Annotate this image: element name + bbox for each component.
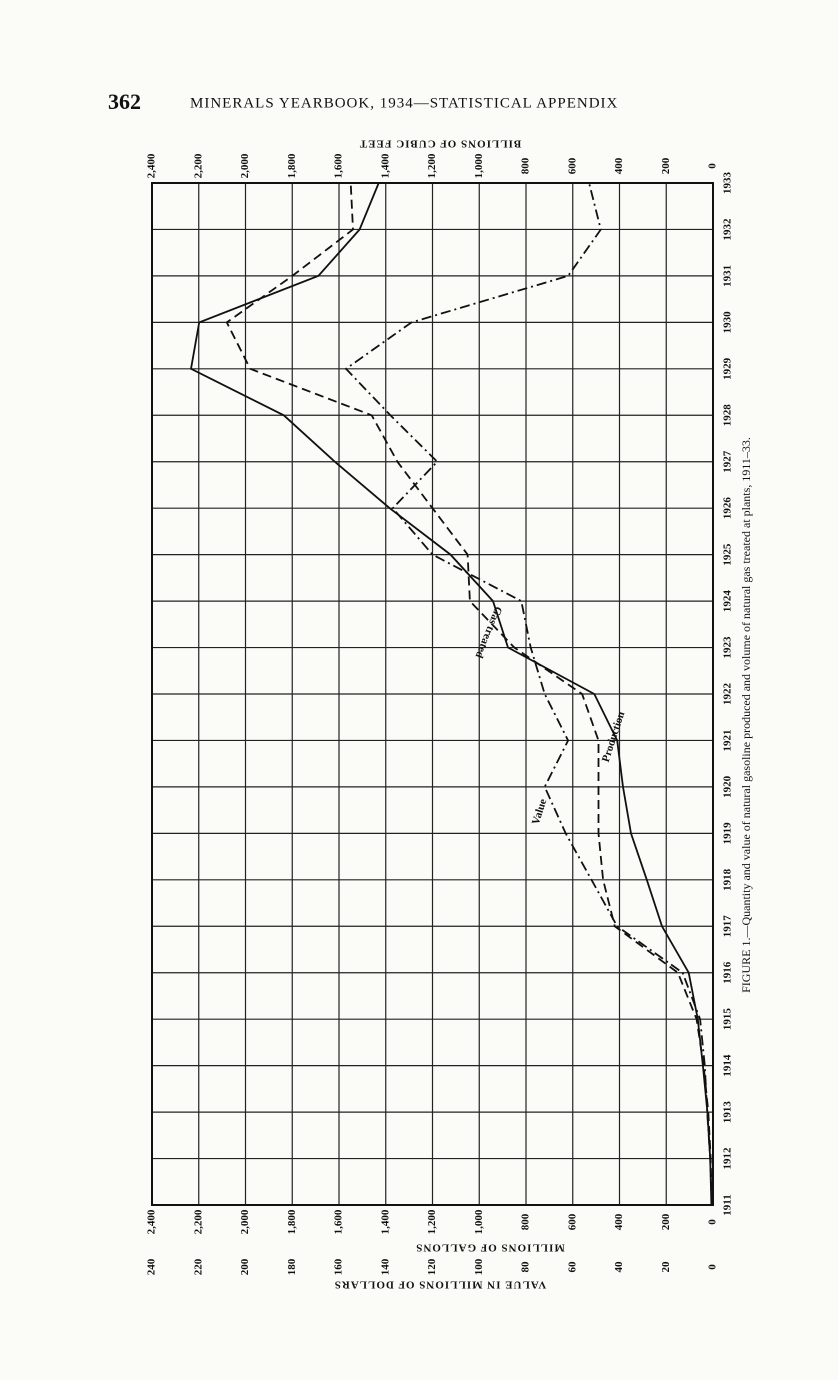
y2-axis-title: VALUE IN MILLIONS OF DOLLARS (334, 1278, 547, 1290)
y-tick-label: 2,400 (146, 1209, 158, 1234)
y-tick-label: 1,000 (473, 1209, 485, 1234)
y2-tick-label: 180 (286, 1258, 298, 1275)
y2-tick-label: 220 (192, 1258, 204, 1275)
series-line (344, 182, 713, 1206)
x-tick-label: 1933 (722, 172, 734, 195)
top-tick-label: 200 (660, 157, 672, 174)
y2-tick-label: 40 (613, 1261, 625, 1273)
x-tick-label: 1918 (722, 868, 734, 891)
top-axis-title: BILLIONS OF CUBIC FEET (359, 137, 522, 149)
x-tick-label: 1917 (722, 915, 734, 938)
top-tick-label: 2,200 (192, 153, 204, 178)
y2-tick-label: 160 (333, 1258, 345, 1275)
top-tick-label: 600 (566, 157, 578, 174)
y-tick-label: 1,400 (379, 1209, 391, 1234)
x-tick-label: 1915 (722, 1008, 734, 1031)
y2-tick-label: 60 (566, 1261, 578, 1273)
top-tick-label: 1,000 (473, 153, 485, 178)
top-tick-label: 0 (707, 163, 719, 169)
top-tick-label: 800 (520, 157, 532, 174)
x-tick-label: 1923 (722, 636, 734, 659)
y-axis-title: MILLIONS OF GALLONS (415, 1241, 564, 1253)
x-tick-label: 1924 (722, 590, 734, 613)
y-tick-label: 0 (707, 1219, 719, 1225)
y-tick-label: 200 (660, 1213, 672, 1230)
y2-tick-label: 80 (520, 1261, 532, 1273)
x-tick-label: 1922 (722, 683, 734, 706)
x-tick-label: 1925 (722, 543, 734, 566)
top-tick-label: 1,800 (286, 153, 298, 178)
series-label: Production (600, 710, 628, 764)
y-tick-label: 2,000 (239, 1209, 251, 1234)
x-tick-label: 1916 (722, 961, 734, 984)
y2-tick-label: 0 (707, 1264, 719, 1270)
y2-tick-label: 240 (146, 1258, 158, 1275)
top-tick-label: 1,200 (426, 153, 438, 178)
top-tick-label: 400 (613, 157, 625, 174)
x-tick-label: 1931 (722, 265, 734, 287)
caption: FIGURE 1.—Quantity and value of natural … (739, 437, 753, 993)
series-line (225, 182, 713, 1206)
top-tick-label: 2,000 (239, 153, 251, 178)
y-tick-label: 1,600 (333, 1209, 345, 1234)
x-tick-label: 1912 (722, 1147, 734, 1170)
x-tick-label: 1913 (722, 1101, 734, 1124)
top-tick-label: 1,600 (333, 153, 345, 178)
top-tick-label: 2,400 (146, 153, 158, 178)
series-label: Gas treated (473, 605, 505, 660)
x-tick-label: 1921 (722, 729, 734, 751)
x-tick-label: 1927 (722, 450, 734, 473)
x-tick-label: 1914 (722, 1054, 734, 1077)
y2-tick-label: 200 (239, 1258, 251, 1275)
plot-frame (151, 182, 714, 1206)
top-tick-label: 1,400 (379, 153, 391, 178)
y2-tick-label: 100 (473, 1258, 485, 1275)
y2-tick-label: 120 (426, 1258, 438, 1275)
y-tick-label: 1,800 (286, 1209, 298, 1234)
x-tick-label: 1928 (722, 404, 734, 427)
y-tick-label: 800 (520, 1213, 532, 1230)
x-tick-label: 1919 (722, 822, 734, 845)
x-tick-label: 1930 (722, 311, 734, 334)
x-tick-label: 1911 (722, 1194, 734, 1215)
page-number: 362 (108, 89, 141, 114)
y-tick-label: 600 (566, 1213, 578, 1230)
x-tick-label: 1929 (722, 357, 734, 380)
y2-tick-label: 20 (660, 1261, 672, 1273)
y2-tick-label: 140 (379, 1258, 391, 1275)
y-tick-label: 2,200 (192, 1209, 204, 1234)
y-tick-label: 400 (613, 1213, 625, 1230)
x-tick-label: 1920 (722, 775, 734, 798)
x-tick-label: 1926 (722, 497, 734, 520)
series-label: Value (530, 797, 550, 826)
x-tick-label: 1932 (722, 218, 734, 241)
running-head: MINERALS YEARBOOK, 1934—STATISTICAL APPE… (190, 95, 618, 111)
y-tick-label: 1,200 (426, 1209, 438, 1234)
